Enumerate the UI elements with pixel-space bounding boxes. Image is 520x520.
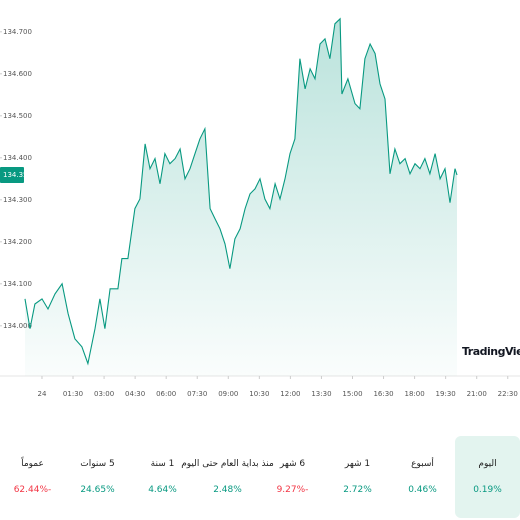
watermark: TradingView [462,345,520,358]
y-tick-label: 134.000 [3,322,32,330]
period-label: اليوم [478,459,497,469]
area-fill [25,18,457,377]
period-label: منذ بداية العام حتى اليوم [181,459,274,469]
x-tick-label: 01:30 [63,390,83,398]
y-tick-label: 134.700 [3,28,32,36]
x-tick-label: 19:30 [436,390,456,398]
period-label: عموماً [21,459,44,469]
chart: 134.000 134.100 134.200 134.300 134.400 134.5… [0,17,520,398]
period-change: 2.48% [213,485,242,495]
x-tick-label: 21:00 [467,390,487,398]
period-label: 5 سنوات [80,459,115,469]
y-tick-label: 134.300 [3,196,32,204]
x-tick-label: 07:30 [187,390,207,398]
y-tick-label: 134.100 [3,280,32,288]
period-label: 1 شهر [344,459,371,469]
period-change: 4.64% [148,485,177,495]
period-tab[interactable]: 6 شهر 9.27%- [260,436,325,518]
period-tab[interactable]: 5 سنوات 24.65% [65,436,130,518]
period-tab[interactable]: 1 شهر 2.72% [325,436,390,518]
period-label: 6 شهر [279,459,306,469]
period-label: أسبوع [411,459,434,469]
performance-bar: اليوم 0.19% أسبوع 0.46% 1 شهر 2.72% 6 شهر 9.27%… [0,436,520,518]
y-tick-label: 134.200 [3,238,32,246]
x-tick-label: 06:00 [156,390,176,398]
period-tab[interactable]: عموماً 62.44%- [0,436,65,518]
x-tick-label: 10:30 [249,390,269,398]
period-tab[interactable]: أسبوع 0.46% [390,436,455,518]
x-tick-label: 04:30 [125,390,145,398]
x-tick-label: 18:00 [405,390,425,398]
period-change: 24.65% [80,485,115,495]
y-tick-label: 134.500 [3,112,32,120]
period-change: 62.44%- [13,485,52,495]
x-tick-label: 03:00 [94,390,114,398]
last-price-label: 134.359 [3,171,32,179]
x-tick-label: 12:00 [280,390,300,398]
y-tick-label: 134.400 [3,154,32,162]
period-label: 1 سنة [150,459,175,469]
period-tab[interactable]: 1 سنة 4.64% [130,436,195,518]
last-price-box [0,167,24,184]
period-tab[interactable]: منذ بداية العام حتى اليوم 2.48% [181,436,274,518]
x-tick-label: 24 [38,390,47,398]
x-tick-label: 09:00 [218,390,238,398]
period-change: 9.27%- [276,485,309,495]
x-tick-label: 15:00 [342,390,362,398]
period-change: 0.19% [473,485,502,495]
y-tick-label: 134.600 [3,70,32,78]
price-line [24,17,458,366]
x-tick-label: 22:30 [498,390,518,398]
x-tick-label: 16:30 [373,390,393,398]
period-tab[interactable]: اليوم 0.19% [455,436,520,518]
period-change: 2.72% [343,485,372,495]
period-change: 0.46% [408,485,437,495]
x-tick-label: 13:30 [311,390,331,398]
